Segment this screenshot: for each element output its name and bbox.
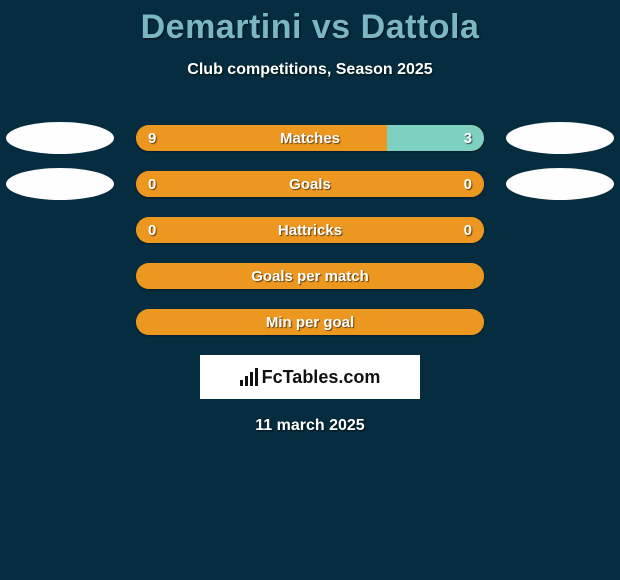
stat-value-right: 0	[464, 222, 472, 239]
stat-row: Goals0 0	[0, 161, 620, 207]
player-right-ellipse	[506, 168, 614, 200]
player-left-ellipse	[6, 168, 114, 200]
stat-label: Hattricks	[136, 222, 484, 239]
stat-row: Min per goal	[0, 299, 620, 345]
stat-pill: Hattricks0 0	[136, 217, 484, 243]
page-subtitle: Club competitions, Season 2025	[0, 61, 620, 79]
player-right-ellipse	[506, 122, 614, 154]
logo-box: FcTables.com	[200, 355, 420, 399]
stat-value-left: 0	[148, 176, 156, 193]
stat-value-left: 0	[148, 222, 156, 239]
stat-pill: Matches9 3	[136, 125, 484, 151]
stat-pill: Goals per match	[136, 263, 484, 289]
stat-label: Min per goal	[136, 314, 484, 331]
chart-icon	[240, 368, 258, 386]
logo-text: FcTables.com	[262, 367, 381, 388]
stat-value-left: 9	[148, 130, 156, 147]
player-left-ellipse	[6, 122, 114, 154]
stat-row: Hattricks0 0	[0, 207, 620, 253]
comparison-chart: Matches93Goals00Hattricks00Goals per mat…	[0, 115, 620, 345]
stat-label: Goals per match	[136, 268, 484, 285]
page-title: Demartini vs Dattola	[0, 0, 620, 47]
stat-row: Goals per match	[0, 253, 620, 299]
stat-value-right: 0	[464, 176, 472, 193]
stat-row: Matches9 3	[0, 115, 620, 161]
stat-label: Goals	[136, 176, 484, 193]
fctables-logo: FcTables.com	[240, 367, 381, 388]
stat-value-right: 3	[464, 130, 472, 147]
stat-pill: Min per goal	[136, 309, 484, 335]
stat-pill: Goals0 0	[136, 171, 484, 197]
stat-label: Matches	[136, 130, 484, 147]
footer-date: 11 march 2025	[0, 417, 620, 435]
